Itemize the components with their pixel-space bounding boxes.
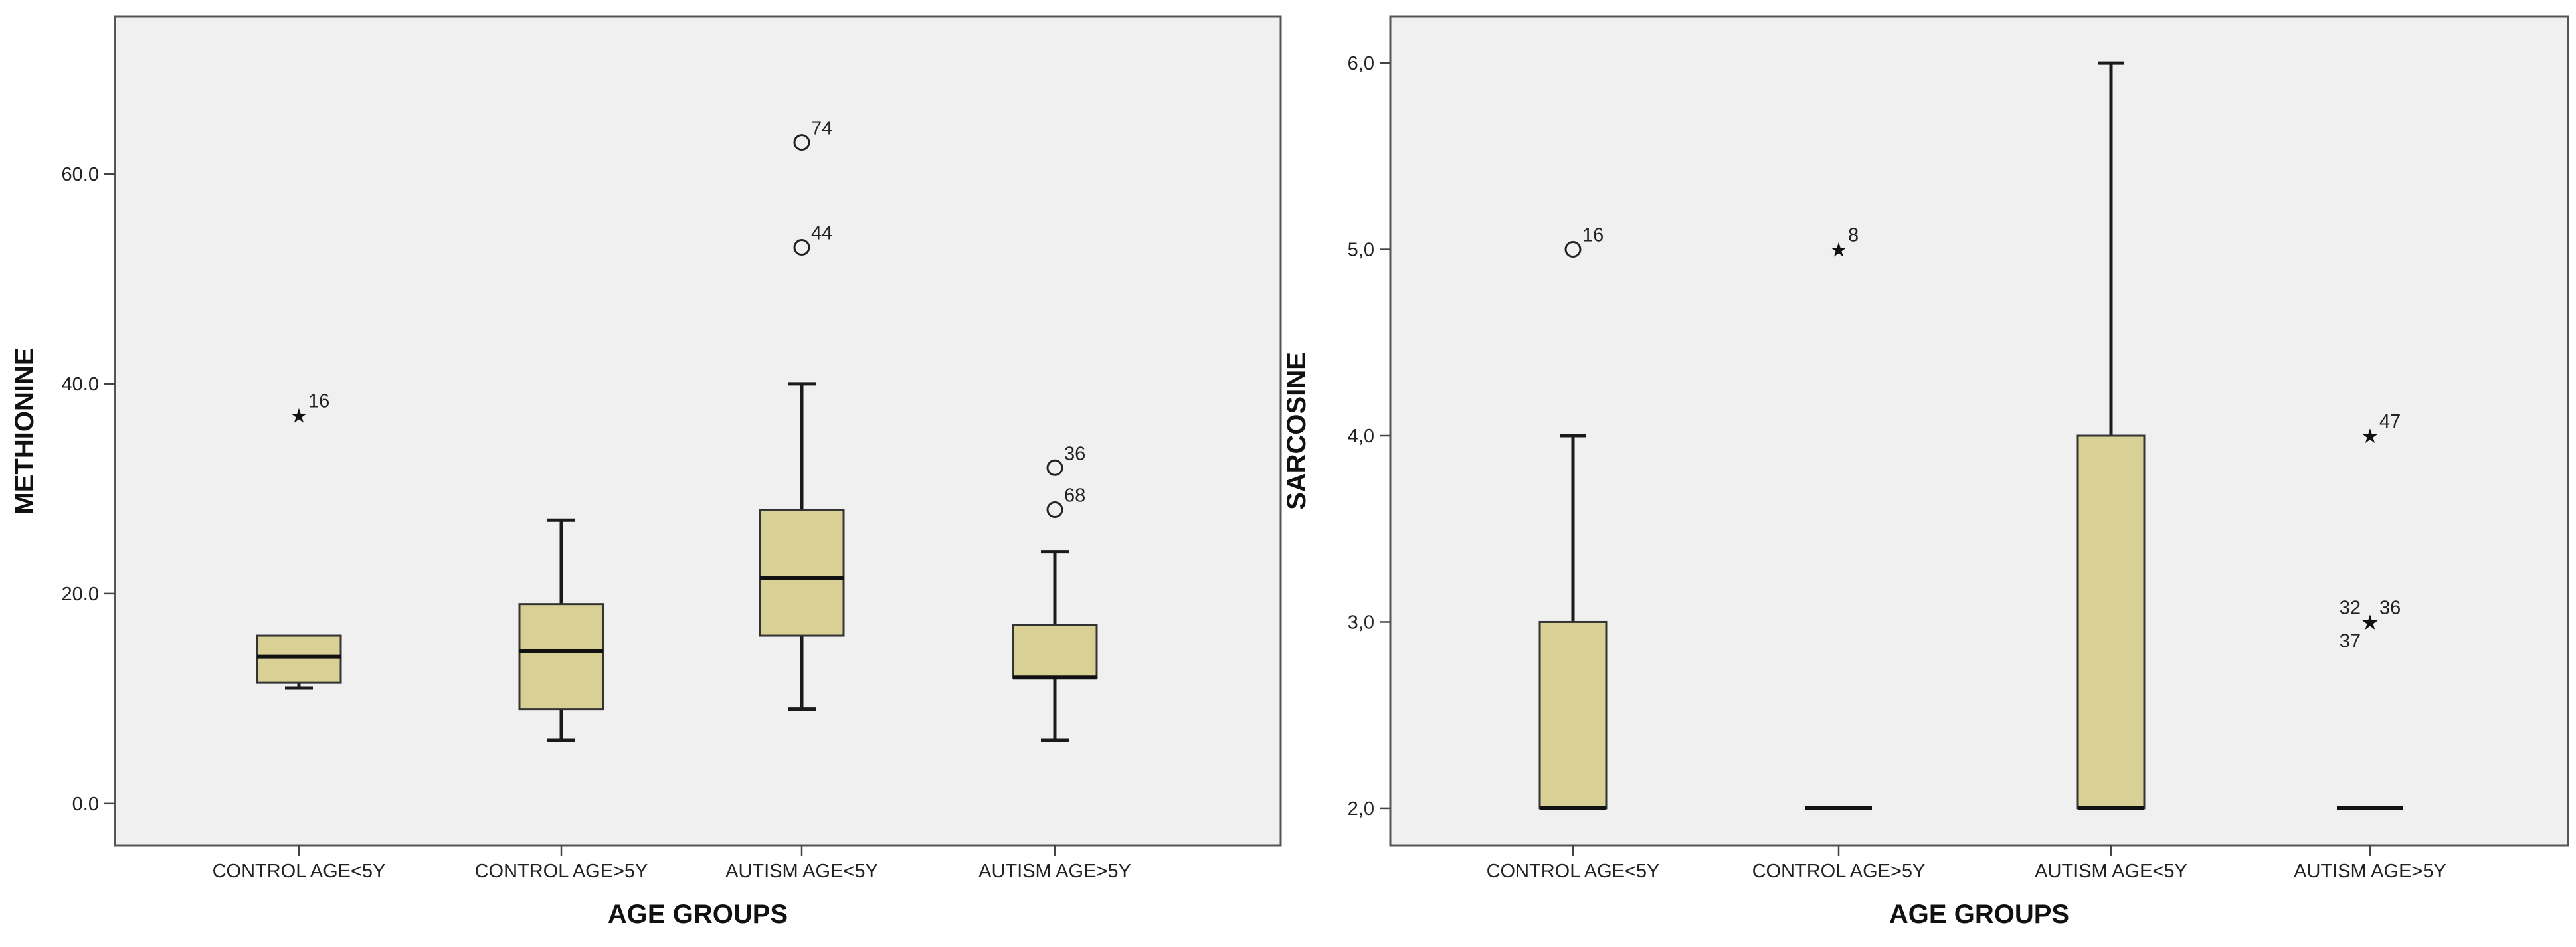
outlier-label: 8 xyxy=(1848,225,1859,246)
x-tick-label: AUTISM AGE<5Y xyxy=(725,861,878,882)
outlier-label: 32 xyxy=(2340,597,2361,618)
y-tick-label: 2,0 xyxy=(1348,798,1374,819)
outlier-label: 36 xyxy=(2379,597,2401,618)
y-tick-label: 60.0 xyxy=(62,164,99,185)
outlier-label: 68 xyxy=(1064,485,1085,506)
outlier-circle xyxy=(793,239,810,256)
y-axis-title: SARCOSINE xyxy=(1282,352,1311,510)
outlier-star: ★ xyxy=(2361,612,2379,634)
methionine-chart: 0.0 20.0 40.0 60.0 CONTROL AGE<5Y CONTROL AGE… xyxy=(10,15,1282,929)
sarcosine-chart: 2,0 3,0 4,0 5,0 6,0 CONTROL AGE<5Y CONTROL AGE… xyxy=(1282,15,2569,929)
y-tick-label: 4,0 xyxy=(1348,426,1374,447)
outlier-label: 44 xyxy=(811,223,832,244)
outlier-star: ★ xyxy=(2361,612,2379,634)
iqr-box xyxy=(1012,624,1098,679)
x-tick-label: CONTROL AGE>5Y xyxy=(475,861,648,882)
outlier-star: ★ xyxy=(1830,240,1848,262)
x-axis-title: AGE GROUPS xyxy=(1889,900,2069,929)
y-tick-label: 5,0 xyxy=(1348,240,1374,261)
y-tick-label: 3,0 xyxy=(1348,612,1374,633)
outlier-circle xyxy=(1046,501,1063,518)
y-tick-label: 20.0 xyxy=(62,584,99,605)
outlier-label: 16 xyxy=(308,390,329,412)
outlier-label: 74 xyxy=(811,118,832,139)
iqr-box xyxy=(2076,434,2146,810)
outlier-label: 36 xyxy=(1064,443,1085,464)
x-tick-label: AUTISM AGE>5Y xyxy=(978,861,1131,882)
outlier-star: ★ xyxy=(2361,612,2379,634)
outlier-circle xyxy=(1564,241,1582,258)
x-tick-label: CONTROL AGE<5Y xyxy=(1487,861,1660,882)
outlier-circle xyxy=(793,134,810,151)
iqr-box xyxy=(1538,620,1608,810)
outlier-circle xyxy=(1046,459,1063,476)
iqr-box xyxy=(256,634,342,684)
plot-area xyxy=(114,15,1282,847)
y-tick-label: 0.0 xyxy=(72,794,99,815)
iqr-box xyxy=(759,508,845,637)
x-tick-label: CONTROL AGE<5Y xyxy=(213,861,386,882)
y-axis-title: METHIONINE xyxy=(10,347,39,514)
outlier-label: 37 xyxy=(2340,630,2361,651)
iqr-box xyxy=(518,603,604,711)
outlier-star: ★ xyxy=(2361,426,2379,448)
y-tick-label: 40.0 xyxy=(62,374,99,395)
outlier-star: ★ xyxy=(290,405,308,427)
outlier-label: 16 xyxy=(1582,225,1604,246)
outlier-label: 47 xyxy=(2379,411,2401,432)
x-tick-label: AUTISM AGE<5Y xyxy=(2035,861,2187,882)
y-tick-label: 6,0 xyxy=(1348,53,1374,74)
x-tick-label: CONTROL AGE>5Y xyxy=(1752,861,1926,882)
x-axis-title: AGE GROUPS xyxy=(608,900,788,929)
x-tick-label: AUTISM AGE>5Y xyxy=(2294,861,2446,882)
